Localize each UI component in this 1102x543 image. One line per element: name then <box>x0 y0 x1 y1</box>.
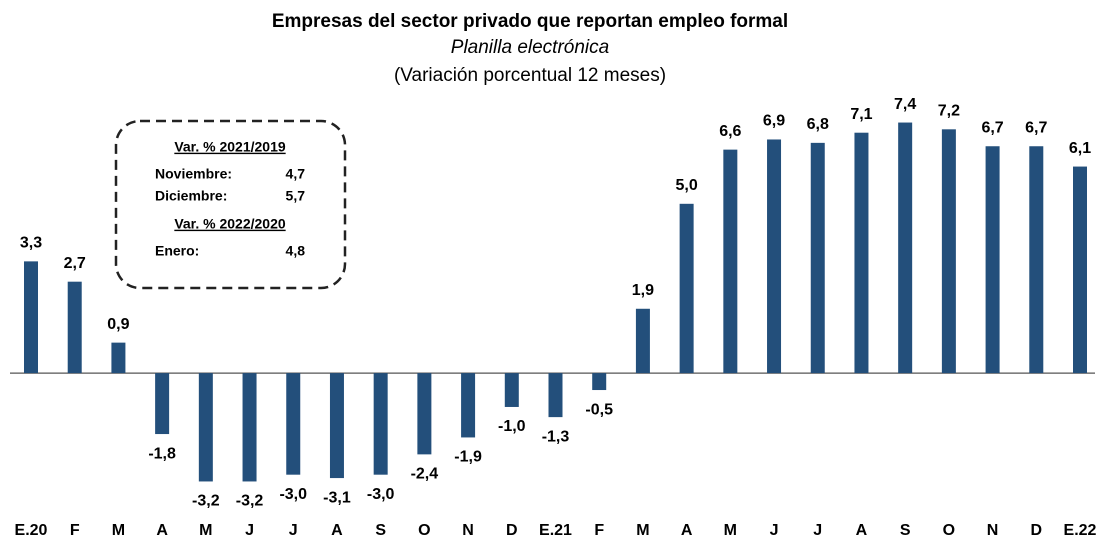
x-tick-label: E.20 <box>15 522 48 539</box>
value-label: 7,4 <box>894 96 916 113</box>
value-label: 6,6 <box>719 123 741 140</box>
x-tick-label: D <box>506 522 518 539</box>
x-tick-label: E.22 <box>1064 522 1097 539</box>
bar <box>1029 146 1044 374</box>
x-tick-label: S <box>375 522 386 539</box>
value-label: 2,7 <box>64 255 86 272</box>
bar <box>373 373 388 475</box>
bar <box>810 142 825 374</box>
inset-label: Noviembre: <box>155 166 232 182</box>
value-label: -3,2 <box>236 493 264 510</box>
bar <box>985 146 1000 374</box>
value-label: -3,1 <box>323 489 351 506</box>
inset-label: Diciembre: <box>155 188 227 204</box>
bar <box>1073 166 1087 374</box>
bar <box>417 373 432 455</box>
x-tick-label: J <box>813 522 822 539</box>
value-label: -1,0 <box>498 418 526 435</box>
value-label: 1,9 <box>632 282 654 299</box>
x-tick-label: A <box>856 522 868 539</box>
value-label: 3,3 <box>20 235 42 252</box>
x-tick-label: M <box>199 522 212 539</box>
value-label: 6,1 <box>1069 140 1091 157</box>
bar <box>286 373 301 475</box>
value-label: 6,7 <box>981 119 1003 136</box>
inset-value: 5,7 <box>286 188 306 204</box>
value-label: 6,8 <box>807 116 829 133</box>
x-tick-label: A <box>156 522 168 539</box>
chart-note: (Variación porcentual 12 meses) <box>394 65 666 86</box>
value-label: 7,1 <box>850 106 872 123</box>
x-tick-label: M <box>724 522 737 539</box>
x-tick-label: J <box>770 522 779 539</box>
bar <box>155 373 170 435</box>
bar <box>461 373 476 438</box>
x-tick-label: O <box>418 522 430 539</box>
inset-value: 4,7 <box>286 166 306 182</box>
x-tick-label: D <box>1031 522 1043 539</box>
bar <box>679 203 694 374</box>
x-tick-label: E.21 <box>539 522 572 539</box>
value-label: -3,0 <box>279 486 307 503</box>
bar <box>635 308 650 374</box>
bar <box>548 373 563 418</box>
value-label: -1,9 <box>454 449 482 466</box>
bar <box>854 132 869 374</box>
bar <box>329 373 344 479</box>
x-tick-label: J <box>245 522 254 539</box>
inset-value: 4,8 <box>286 243 306 259</box>
bar <box>592 373 607 391</box>
value-label: -1,3 <box>542 428 570 445</box>
bar <box>898 122 913 374</box>
value-label: -0,5 <box>585 401 613 418</box>
value-label: 6,7 <box>1025 119 1047 136</box>
bar <box>67 281 82 374</box>
bar <box>767 139 782 374</box>
inset-box <box>114 119 347 290</box>
bar <box>723 149 738 374</box>
bar <box>111 342 126 374</box>
x-tick-label: N <box>462 522 474 539</box>
inset-label: Enero: <box>155 243 199 259</box>
x-tick-label: F <box>594 522 604 539</box>
x-tick-label: M <box>636 522 649 539</box>
value-label: -2,4 <box>411 466 439 483</box>
chart-subtitle: Planilla electrónica <box>451 37 609 58</box>
value-label: -1,8 <box>148 445 176 462</box>
x-tick-label: F <box>70 522 80 539</box>
x-tick-label: O <box>943 522 955 539</box>
value-label: -3,0 <box>367 486 395 503</box>
value-label: 6,9 <box>763 113 785 130</box>
value-label: 0,9 <box>107 316 129 333</box>
x-tick-label: N <box>987 522 999 539</box>
x-tick-label: A <box>681 522 693 539</box>
x-tick-label: S <box>900 522 911 539</box>
bar <box>24 261 38 374</box>
inset-heading: Var. % 2022/2020 <box>174 216 286 232</box>
bar <box>242 373 257 482</box>
chart-title: Empresas del sector privado que reportan… <box>272 11 788 32</box>
x-tick-label: A <box>331 522 343 539</box>
x-tick-label: M <box>112 522 125 539</box>
inset-heading: Var. % 2021/2019 <box>174 139 286 155</box>
bar <box>941 129 956 374</box>
bar <box>504 373 519 407</box>
x-tick-label: J <box>289 522 298 539</box>
value-label: -3,2 <box>192 493 220 510</box>
value-label: 5,0 <box>676 177 698 194</box>
value-label: 7,2 <box>938 103 960 120</box>
bar <box>198 373 213 482</box>
